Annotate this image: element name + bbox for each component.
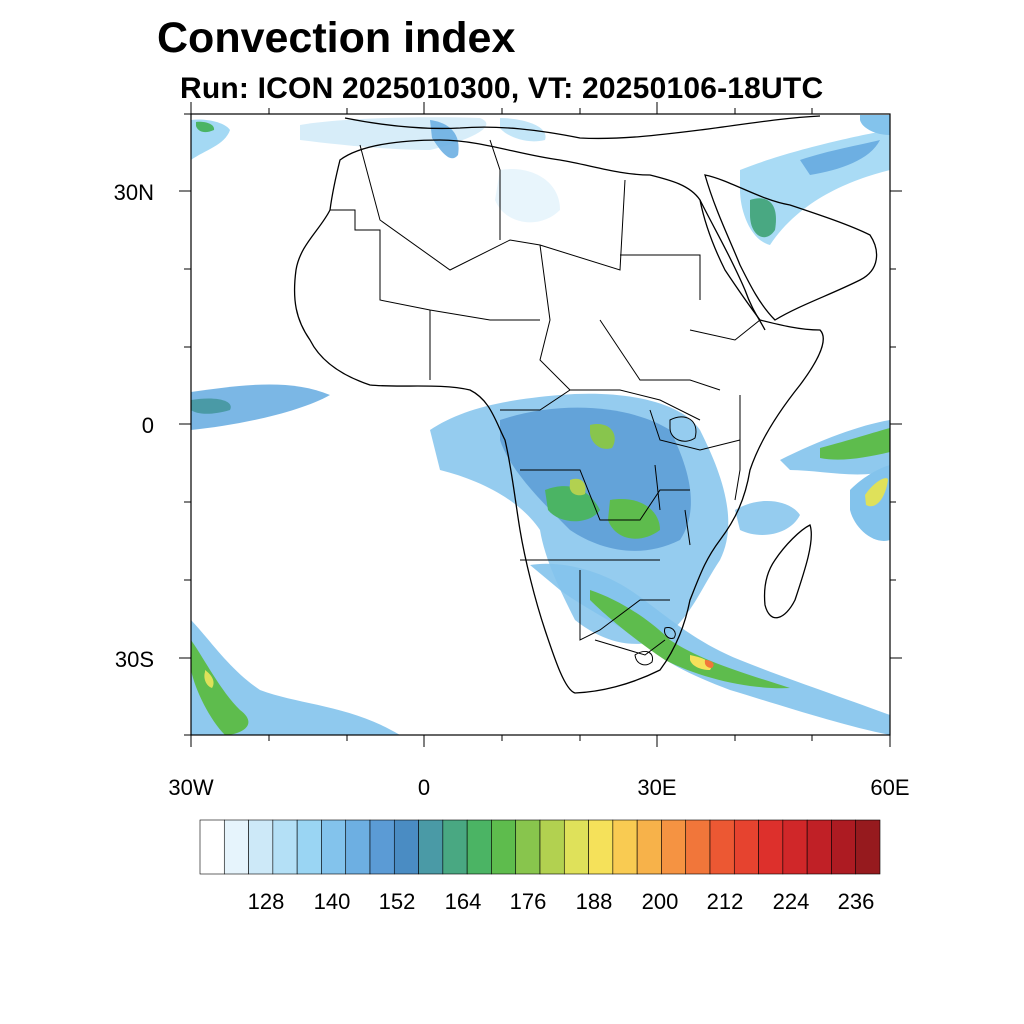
colorbar-swatch <box>636 819 662 875</box>
border-3 <box>489 139 501 240</box>
field-sw-yellow <box>204 670 214 688</box>
field-med-2 <box>430 120 459 159</box>
border-6 <box>599 319 721 391</box>
colorbar-label: 128 <box>247 889 285 914</box>
lat-label-30n: 30N <box>113 180 154 205</box>
field-indian-green <box>820 428 890 460</box>
colorbar-swatch <box>393 819 419 875</box>
colorbar-swatch <box>831 819 857 875</box>
colorbar-swatch <box>515 819 541 875</box>
border-2 <box>330 209 540 321</box>
lon-label-30w: 30W <box>168 775 214 800</box>
colorbar-swatch <box>296 819 322 875</box>
field-central-green-4 <box>569 478 586 496</box>
border-12 <box>649 409 741 451</box>
colorbar-label: 236 <box>837 889 875 914</box>
field-sw-green <box>191 640 249 735</box>
lon-label-30e: 30E <box>637 775 677 800</box>
border-8 <box>500 389 701 421</box>
colorbar-swatch <box>369 819 395 875</box>
field-south-yellow <box>690 655 712 670</box>
colorbar-swatch <box>466 819 492 875</box>
convection-field <box>191 115 890 735</box>
colorbar-swatch <box>345 819 371 875</box>
field-me-core2 <box>800 140 880 175</box>
lon-label-60e: 60E <box>870 775 910 800</box>
colorbar-swatch <box>248 819 274 875</box>
lesotho <box>634 651 654 666</box>
madagascar-coastline <box>763 524 812 619</box>
colorbar-label: 140 <box>313 889 351 914</box>
field-central-green-1 <box>545 486 600 522</box>
border-1 <box>359 144 626 271</box>
arabia-coastline <box>704 174 878 321</box>
colorbar-swatch <box>661 819 687 875</box>
colorbar-swatch <box>321 819 347 875</box>
field-south-green <box>590 590 790 689</box>
colorbar-label: 200 <box>641 889 679 914</box>
border-11 <box>579 570 670 641</box>
border-5 <box>620 254 701 300</box>
colorbar <box>199 819 881 875</box>
field-nw-core <box>196 121 215 133</box>
colorbar-swatch <box>782 819 808 875</box>
lat-label-30s: 30S <box>114 647 154 672</box>
field-sahara <box>495 169 560 223</box>
colorbar-swatch <box>588 819 614 875</box>
border-9 <box>520 469 690 521</box>
field-madagascar-ne <box>735 500 800 535</box>
axis-ticks <box>179 102 902 747</box>
colorbar-swatch <box>491 819 517 875</box>
field-atl-eq-core <box>191 398 231 414</box>
colorbar-swatch <box>223 819 249 875</box>
field-south-orange <box>704 660 714 668</box>
colorbar-swatch <box>855 819 881 875</box>
lake-tanganyika <box>654 464 661 511</box>
colorbar-swatch <box>442 819 468 875</box>
colorbar-swatch <box>563 819 589 875</box>
colorbar-label: 224 <box>772 889 810 914</box>
colorbar-label: 152 <box>378 889 416 914</box>
colorbar-swatch <box>539 819 565 875</box>
country-borders <box>330 139 761 666</box>
map-title: Convection index <box>157 14 516 62</box>
eswatini <box>664 627 676 639</box>
colorbar-swatch <box>418 819 444 875</box>
border-15 <box>594 639 666 656</box>
colorbar-label: 212 <box>706 889 744 914</box>
colorbar-swatch <box>272 819 298 875</box>
colorbar-label: 188 <box>575 889 613 914</box>
red-sea <box>699 199 766 331</box>
border-14 <box>689 319 761 341</box>
lake-victoria <box>669 416 697 442</box>
colorbar-label: 164 <box>444 889 482 914</box>
colorbar-swatch <box>733 819 759 875</box>
lon-label-0: 0 <box>417 775 431 800</box>
coastlines <box>293 115 878 694</box>
lat-label-0: 0 <box>141 413 154 438</box>
map-subtitle: Run: ICON 2025010300, VT: 20250106-18UTC <box>180 72 824 105</box>
europe-coast <box>344 115 821 140</box>
colorbar-swatch <box>199 819 225 875</box>
field-sw-atlantic <box>191 620 400 735</box>
colorbar-swatch <box>709 819 735 875</box>
africa-coastline <box>293 139 824 694</box>
lake-malawi <box>684 509 691 546</box>
colorbar-swatch <box>806 819 832 875</box>
field-ne <box>860 115 890 135</box>
field-central-green-3 <box>590 424 615 449</box>
colorbar-label: 176 <box>509 889 547 914</box>
field-south-africa <box>530 563 890 735</box>
border-4 <box>539 244 571 391</box>
colorbar-swatch <box>758 819 784 875</box>
colorbar-swatch <box>612 819 638 875</box>
field-me-core <box>750 198 776 238</box>
field-atl-eq <box>191 384 330 430</box>
border-13 <box>734 395 741 501</box>
colorbar-swatch <box>685 819 711 875</box>
field-indian-east-core <box>865 478 888 507</box>
